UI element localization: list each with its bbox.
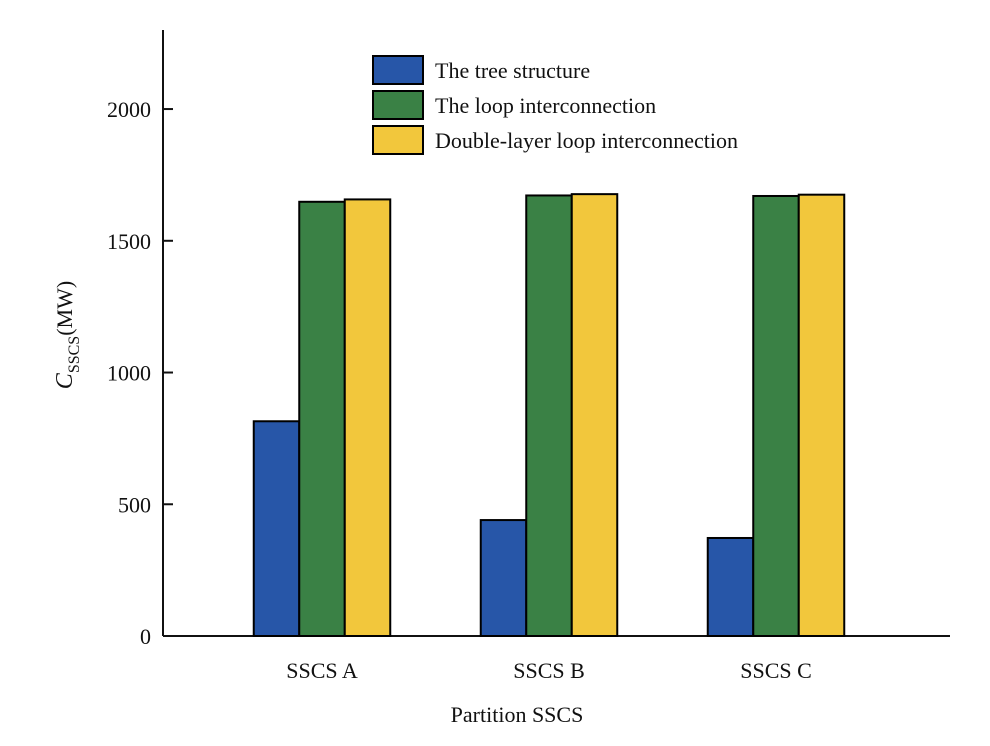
- legend-swatch: [372, 125, 424, 155]
- bar: [570, 193, 619, 638]
- legend: The tree structure The loop interconnecti…: [372, 55, 738, 155]
- y-tick-label: 0: [140, 624, 151, 649]
- x-tick-label: SSCS C: [740, 658, 812, 683]
- bar: [797, 193, 846, 637]
- bar: [706, 536, 755, 637]
- tick-labels: 0 500 1000 1500 2000 SSCS A SSCS B SSCS C: [107, 97, 812, 683]
- legend-label: The loop interconnection: [435, 93, 656, 118]
- bar: [298, 200, 346, 638]
- legend-label: Double-layer loop interconnection: [435, 128, 738, 153]
- x-tick-label: SSCS B: [513, 658, 585, 683]
- legend-swatch: [372, 90, 424, 120]
- y-axis-title-subscript: SSCS: [66, 336, 83, 373]
- bar: [479, 519, 528, 638]
- y-axis-title: CSSCS(MW): [52, 281, 83, 389]
- x-tick-label: SSCS A: [286, 658, 358, 683]
- y-axis-title-unit: (MW): [52, 281, 77, 336]
- y-tick-label: 1000: [107, 361, 151, 386]
- bar: [752, 194, 800, 637]
- legend-label: The tree structure: [435, 58, 590, 83]
- bars: [252, 193, 846, 638]
- y-axis-title-main: C: [52, 372, 78, 389]
- bar: [252, 420, 301, 638]
- y-tick-label: 1500: [107, 229, 151, 254]
- y-tick-label: 500: [118, 492, 151, 517]
- y-tick-label: 2000: [107, 97, 151, 122]
- x-axis-title: Partition SSCS: [451, 702, 584, 727]
- svg-text:CSSCS(MW): CSSCS(MW): [52, 281, 83, 389]
- legend-swatch: [372, 55, 424, 85]
- bar: [525, 194, 573, 637]
- bar: [343, 198, 392, 637]
